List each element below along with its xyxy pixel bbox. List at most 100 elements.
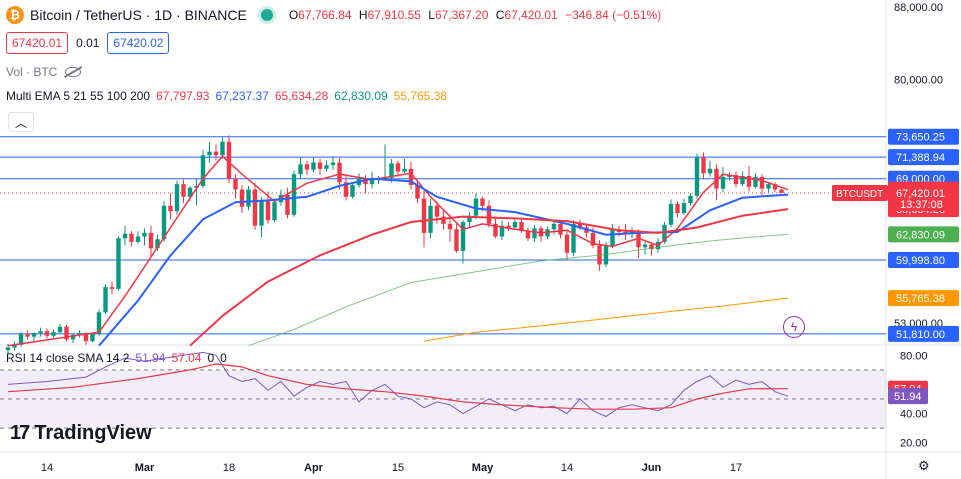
level-price-tag <box>888 149 959 166</box>
candle-body <box>421 198 427 233</box>
rsi-legend[interactable]: RSI 14 close SMA 14 2 51.94 57.04 0 0 <box>6 351 227 365</box>
bitcoin-icon: ₿ <box>6 6 24 24</box>
candle-body <box>363 178 368 185</box>
time-tick-label: 17 <box>730 462 742 474</box>
ohlc-low-value: 67,367.20 <box>434 8 489 22</box>
candle-body <box>246 189 251 207</box>
rsi-tick-label: 20.00 <box>900 438 928 450</box>
candle-body <box>285 194 290 215</box>
rsi-value-tag-label: 51.94 <box>894 391 922 403</box>
lightning-icon[interactable]: ϟ <box>783 316 805 338</box>
candle-body <box>408 168 414 186</box>
candle-body <box>12 344 17 348</box>
gear-icon[interactable]: ⚙ <box>918 458 930 473</box>
hidden-eye-icon[interactable] <box>65 67 82 77</box>
ohlc-high-label: H <box>358 8 368 22</box>
candle-body <box>499 225 505 237</box>
ema100-value: 62,830.09 <box>334 89 388 103</box>
ema200-value: 55,765.38 <box>393 89 448 103</box>
candle-body <box>395 163 401 172</box>
ema55-line <box>189 208 789 347</box>
candle-body <box>649 244 654 250</box>
rsi-value-tag <box>888 388 928 405</box>
candle-body <box>330 162 336 166</box>
candle-body <box>525 231 531 239</box>
ohlc-close-value: 67,420.01 <box>504 8 558 22</box>
ema100-line <box>248 233 789 347</box>
symbol-title[interactable]: Bitcoin / TetherUS · 1D · BINANCE <box>30 7 247 23</box>
ema-price-label: 62,830.09 <box>896 229 945 241</box>
candle-body <box>5 347 11 351</box>
candle-body <box>740 176 745 185</box>
ohlc-open-value: 67,766.84 <box>298 8 352 22</box>
candle-body <box>83 333 89 342</box>
level-price-label: 73,650.25 <box>896 132 945 144</box>
rsi-value: 51.94 <box>135 351 166 365</box>
candle-body <box>174 184 180 212</box>
candle-body <box>122 233 128 239</box>
candle-body <box>103 287 108 313</box>
candle-body <box>155 239 160 249</box>
candle-body <box>265 201 271 221</box>
ema5-value: 67,797.93 <box>156 89 210 103</box>
time-tick-label: 15 <box>392 462 404 474</box>
candle-body <box>337 162 342 183</box>
candle-body <box>51 332 56 336</box>
candle-body <box>311 162 316 170</box>
candle-body <box>213 151 219 156</box>
candle-body <box>18 333 24 345</box>
candle-body <box>753 176 758 187</box>
buy-button[interactable]: 67420.02 <box>107 32 170 54</box>
candle-body <box>187 187 193 197</box>
candle-body <box>558 223 563 235</box>
candle-body <box>298 164 303 175</box>
candle-body <box>473 198 479 216</box>
candle-body <box>239 189 245 207</box>
candle-body <box>44 331 50 336</box>
candle-body <box>577 223 583 228</box>
symbol-header: ₿ Bitcoin / TetherUS · 1D · BINANCE O67,… <box>6 6 665 24</box>
candle-body <box>460 222 466 251</box>
countdown-label: 13:37:08 <box>900 199 943 211</box>
level-price-tag <box>888 325 959 342</box>
ema-legend-label: Multi EMA 5 21 55 100 200 <box>6 89 151 103</box>
ema55-value: 65,634.28 <box>274 89 329 103</box>
spread-value: 0.01 <box>76 36 100 50</box>
candle-body <box>675 203 680 214</box>
candle-body <box>551 223 557 230</box>
volume-legend[interactable]: Vol · BTC <box>6 65 82 79</box>
candle-body <box>759 176 765 189</box>
candle-body <box>200 155 206 186</box>
tradingview-logo-mark: 17 <box>10 422 30 444</box>
rsi-sma-line <box>7 363 789 410</box>
candle-body <box>77 333 82 335</box>
collapse-legend-button[interactable]: ︿ <box>8 112 34 132</box>
candle-body <box>662 224 667 242</box>
candle-body <box>233 178 238 190</box>
candle-body <box>168 205 173 212</box>
volume-label: Vol · BTC <box>6 65 58 79</box>
candle-body <box>64 326 69 340</box>
candle-body <box>571 223 576 253</box>
ema-legend[interactable]: Multi EMA 5 21 55 100 200 67,797.93 67,2… <box>6 89 447 103</box>
candle-body <box>441 216 446 224</box>
tradingview-logo[interactable]: 17 TradingView <box>10 422 152 445</box>
ema21-line <box>98 177 789 347</box>
candle-body <box>694 157 700 196</box>
candle-body <box>324 165 329 169</box>
candle-body <box>25 333 30 337</box>
candle-body <box>642 244 648 248</box>
level-price-tag <box>888 251 959 268</box>
candle-body <box>272 202 277 221</box>
candle-body <box>135 236 141 242</box>
candle-body <box>668 203 674 225</box>
rsi-sma-value: 57.04 <box>171 351 202 365</box>
candle-body <box>779 189 784 193</box>
price-change: −346.84 (−0.51%) <box>565 8 662 22</box>
time-tick-label: May <box>472 462 494 474</box>
candle-body <box>70 334 76 340</box>
rsi-tick-label: 40.00 <box>900 409 928 421</box>
sell-button[interactable]: 67420.01 <box>6 32 69 54</box>
candle-body <box>148 232 154 249</box>
